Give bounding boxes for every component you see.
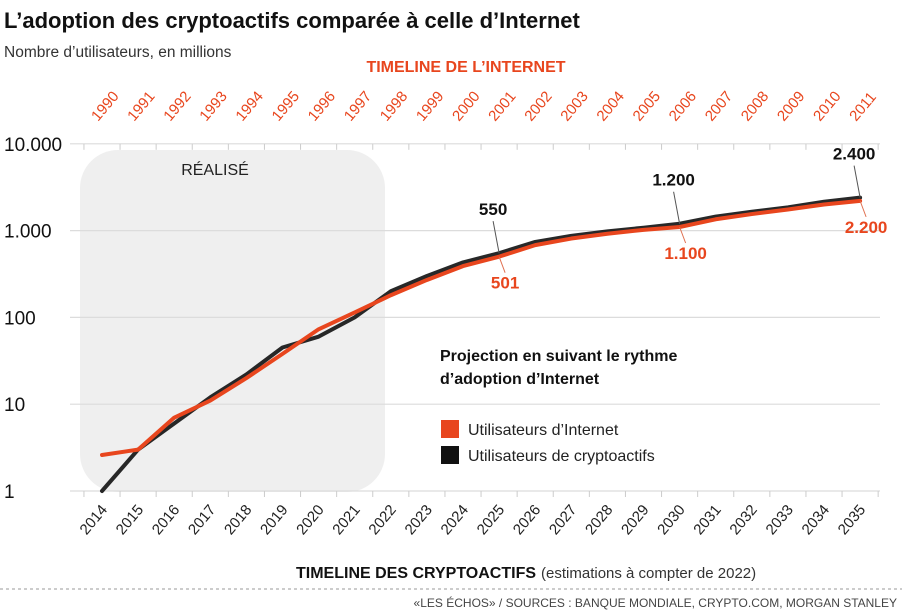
annotation-leader [498, 256, 506, 273]
annotation-leader [673, 191, 681, 224]
y-tick-label: 1.000 [4, 222, 52, 243]
annotation-leader [859, 200, 867, 218]
y-tick-label: 1 [4, 482, 15, 503]
top-x-tick-label: 2000 [449, 88, 483, 124]
x-axis-title-bold: TIMELINE DES CRYPTOACTIFS [296, 565, 536, 582]
annotation-label: 1.200 [652, 171, 695, 190]
top-x-tick-label: 2001 [485, 88, 519, 124]
legend-label-internet: Utilisateurs d’Internet [468, 422, 619, 439]
legend-label-crypto: Utilisateurs de cryptoactifs [468, 448, 655, 465]
top-x-tick-label: 1994 [232, 88, 266, 124]
x-tick-label: 2030 [654, 502, 688, 538]
x-axis-title: TIMELINE DES CRYPTOACTIFS (estimations à … [296, 565, 756, 582]
y-tick-label: 10 [4, 395, 25, 416]
x-tick-label: 2026 [510, 502, 544, 538]
x-tick-label: 2033 [762, 502, 796, 538]
x-tick-label: 2021 [329, 502, 363, 538]
top-x-tick-label: 1999 [413, 88, 447, 124]
x-tick-label: 2029 [618, 502, 652, 538]
y-tick-label: 10.000 [4, 135, 62, 156]
x-tick-label: 2024 [438, 502, 472, 538]
annotation-label: 2.400 [833, 145, 876, 164]
chart-title: L’adoption des cryptoactifs comparée à c… [4, 8, 580, 33]
top-x-tick-label: 1995 [269, 88, 303, 124]
annotation-leader [492, 221, 500, 254]
top-x-tick-label: 2005 [630, 88, 664, 124]
x-tick-label: 2023 [401, 502, 435, 538]
annotation-label: 2.200 [845, 218, 888, 237]
top-x-tick-label: 2004 [593, 88, 627, 124]
annotation-leader [679, 226, 687, 244]
series-line-internet [100, 198, 863, 457]
footer-sources: «LES ÉCHOS» / SOURCES : BANQUE MONDIALE,… [414, 595, 897, 610]
top-x-tick-label: 2002 [521, 88, 555, 124]
top-x-tick-label: 1998 [377, 88, 411, 124]
legend-swatch-crypto [441, 446, 459, 464]
x-tick-label: 2018 [221, 502, 255, 538]
x-tick-label: 2032 [726, 502, 760, 538]
top-x-tick-label: 2010 [810, 88, 844, 124]
legend-title-line2: d’adoption d’Internet [440, 371, 600, 388]
top-x-tick-label: 2006 [666, 88, 700, 124]
x-tick-label: 2019 [257, 502, 291, 538]
top-x-tick-label: 2008 [738, 88, 772, 124]
x-tick-label: 2028 [582, 502, 616, 538]
realise-region [80, 150, 385, 492]
top-x-tick-label: 1996 [305, 88, 339, 124]
top-x-tick-label: 2009 [774, 88, 808, 124]
annotation-label: 1.100 [664, 244, 707, 263]
x-tick-label: 2016 [149, 502, 183, 538]
annotation-label: 501 [491, 274, 519, 293]
x-tick-label: 2025 [474, 502, 508, 538]
x-tick-label: 2027 [546, 502, 580, 538]
top-x-tick-label: 2003 [557, 88, 591, 124]
realise-label: RÉALISÉ [181, 160, 249, 179]
top-x-tick-label: 1990 [88, 88, 122, 124]
x-tick-label: 2035 [835, 502, 869, 538]
x-tick-label: 2034 [799, 502, 833, 538]
x-tick-label: 2017 [185, 502, 219, 538]
x-tick-label: 2031 [690, 502, 724, 538]
top-x-tick-label: 1991 [124, 88, 158, 124]
x-tick-label: 2015 [113, 502, 147, 538]
top-x-tick-label: 1993 [196, 88, 230, 124]
x-axis-title-note: (estimations à compter de 2022) [541, 565, 756, 582]
top-axis-title: TIMELINE DE L’INTERNET [366, 59, 565, 76]
annotation-label: 550 [479, 200, 507, 219]
legend-title-line1: Projection en suivant le rythme [440, 348, 678, 365]
x-tick-label: 2014 [77, 502, 111, 538]
annotation-leader [853, 165, 861, 198]
x-tick-label: 2020 [293, 502, 327, 538]
top-x-tick-label: 2007 [702, 88, 736, 124]
y-tick-label: 100 [4, 308, 36, 329]
series-line-crypto [100, 195, 863, 493]
top-x-tick-label: 2011 [846, 89, 880, 125]
legend-swatch-internet [441, 420, 459, 438]
top-x-tick-label: 1997 [341, 88, 375, 124]
chart-subtitle: Nombre d’utilisateurs, en millions [4, 44, 232, 61]
top-x-tick-label: 1992 [160, 88, 194, 124]
x-tick-label: 2022 [365, 502, 399, 538]
